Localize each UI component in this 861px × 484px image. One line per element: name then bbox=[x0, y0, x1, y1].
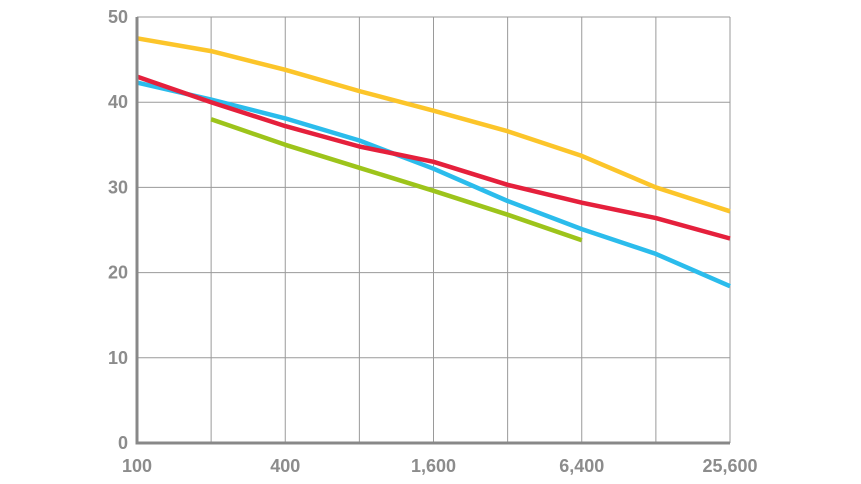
axes bbox=[135, 17, 730, 445]
x-tick-label: 6,400 bbox=[559, 456, 604, 476]
vertical-gridlines bbox=[136, 17, 731, 443]
y-tick-label: 40 bbox=[108, 92, 128, 112]
series-line-4 bbox=[210, 117, 583, 243]
series-line-3 bbox=[136, 74, 731, 241]
series-line-2 bbox=[136, 80, 731, 289]
x-tick-label: 400 bbox=[270, 456, 300, 476]
y-tick-label: 50 bbox=[108, 7, 128, 27]
y-tick-label: 30 bbox=[108, 177, 128, 197]
x-tick-label: 100 bbox=[122, 456, 152, 476]
y-tick-label: 20 bbox=[108, 263, 128, 283]
y-tick-label: 0 bbox=[118, 433, 128, 453]
series-line-1 bbox=[136, 36, 731, 214]
y-tick-labels: 0 10 20 30 40 50 bbox=[108, 7, 128, 453]
x-tick-label: 1,600 bbox=[411, 456, 456, 476]
y-tick-label: 10 bbox=[108, 348, 128, 368]
horizontal-gridlines bbox=[137, 16, 730, 359]
series-lines bbox=[136, 36, 731, 289]
x-tick-labels: 100 400 1,600 6,400 25,600 bbox=[122, 456, 758, 476]
x-tick-label: 25,600 bbox=[702, 456, 757, 476]
